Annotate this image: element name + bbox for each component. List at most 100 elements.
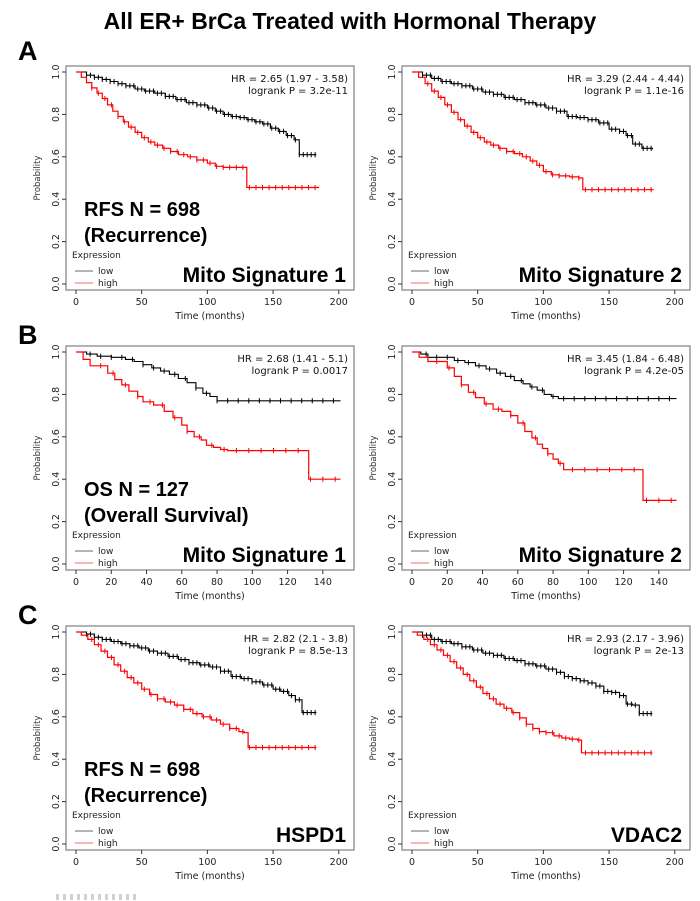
figure-title: All ER+ BrCa Treated with Hormonal Thera… — [103, 8, 597, 34]
x-tick-label: 0 — [409, 857, 415, 868]
y-tick-label: 0.6 — [387, 709, 398, 724]
y-tick-label: 0.4 — [387, 752, 398, 767]
legend-low-label: low — [98, 547, 113, 557]
low-censor-marks — [86, 72, 316, 158]
hr-label: HR = 2.82 (2.1 - 3.8) — [244, 634, 348, 645]
x-tick-label: 100 — [579, 577, 597, 588]
legend-low-label: low — [434, 547, 449, 557]
high-censor-marks — [427, 81, 652, 193]
legend-high-label: high — [434, 559, 454, 569]
x-tick-label: 100 — [534, 857, 552, 868]
legend: Expression low high — [408, 811, 457, 849]
y-tick-label: 1.0 — [51, 64, 62, 79]
overlay-annotation: (Recurrence) — [84, 225, 207, 247]
high-censor-marks — [91, 636, 316, 751]
high-survival-curve — [412, 71, 654, 191]
y-tick-label: 0.2 — [387, 234, 398, 249]
y-tick-label: 0.8 — [387, 667, 398, 682]
y-tick-label: 0.8 — [387, 387, 398, 402]
y-tick-label: 0.0 — [387, 836, 398, 851]
y-tick-label: 1.0 — [387, 624, 398, 639]
x-tick-label: 0 — [409, 577, 415, 588]
x-tick-label: 150 — [264, 297, 282, 308]
y-tick-label: 0.6 — [51, 429, 62, 444]
legend-title: Expression — [72, 811, 121, 821]
signature-label: HSPD1 — [276, 824, 346, 847]
x-axis-label: Time (months) — [510, 871, 580, 882]
x-tick-label: 200 — [330, 297, 348, 308]
x-tick-label: 50 — [472, 297, 484, 308]
y-tick-label: 0.2 — [51, 794, 62, 809]
y-tick-label: 0.8 — [51, 667, 62, 682]
section-label-a: A — [18, 36, 38, 66]
x-axis-label: Time (months) — [174, 311, 244, 322]
x-axis-label: Time (months) — [174, 871, 244, 882]
x-tick-label: 100 — [243, 577, 261, 588]
overlay-annotation: (Overall Survival) — [84, 505, 249, 527]
signature-label: Mito Signature 2 — [519, 264, 682, 287]
legend: Expression low high — [72, 531, 121, 569]
legend-low-label: low — [98, 267, 113, 277]
y-axis-label: Probability — [369, 156, 379, 201]
y-axis-label: Probability — [33, 436, 43, 481]
x-tick-label: 120 — [279, 577, 297, 588]
x-tick-label: 0 — [73, 857, 79, 868]
high-survival-curve — [76, 71, 319, 189]
logrank-label: logrank P = 4.2e-05 — [584, 366, 684, 377]
y-tick-label: 1.0 — [387, 344, 398, 359]
low-censor-marks — [425, 351, 670, 402]
y-tick-label: 0.2 — [51, 514, 62, 529]
overlay-annotation: RFS N = 698 — [84, 759, 200, 781]
x-tick-label: 80 — [547, 577, 559, 588]
y-tick-label: 0.0 — [51, 556, 62, 571]
y-tick-label: 0.0 — [51, 836, 62, 851]
hr-label: HR = 2.93 (2.17 - 3.96) — [567, 634, 684, 645]
x-tick-label: 40 — [140, 577, 152, 588]
plot-frame — [401, 65, 691, 291]
high-censor-marks — [91, 85, 316, 191]
x-tick-label: 100 — [198, 857, 216, 868]
x-tick-label: 20 — [105, 577, 117, 588]
km-panel-b-right: 1.0 0.8 0.6 0.4 0.2 0.0 0 20 40 60 80 100 120 140 Prob… — [369, 344, 691, 602]
panel-row-b: 1.0 0.8 0.6 0.4 0.2 0.0 0 20 40 60 80 100 120 140 Prob… — [28, 338, 696, 606]
x-tick-label: 0 — [73, 577, 79, 588]
overlay-annotation: OS N = 127 — [84, 479, 189, 501]
legend-low-label: low — [434, 827, 449, 837]
signature-label: Mito Signature 2 — [519, 544, 682, 567]
high-censor-marks — [436, 358, 672, 503]
x-tick-label: 60 — [512, 577, 524, 588]
hr-label: HR = 2.65 (1.97 - 3.58) — [231, 74, 348, 85]
km-panel-b-left: 1.0 0.8 0.6 0.4 0.2 0.0 0 20 40 60 80 100 120 140 Prob… — [33, 344, 355, 602]
legend: Expression low high — [408, 251, 457, 289]
x-axis-label: Time (months) — [510, 591, 580, 602]
plot-frame — [401, 345, 691, 571]
x-tick-label: 60 — [176, 577, 188, 588]
x-axis-label: Time (months) — [510, 311, 580, 322]
low-censor-marks — [86, 631, 316, 716]
y-axis-label: Probability — [369, 716, 379, 761]
legend-high-label: high — [98, 839, 118, 849]
x-tick-label: 0 — [73, 297, 79, 308]
logrank-label: logrank P = 0.0017 — [251, 366, 348, 377]
y-tick-label: 0.2 — [387, 514, 398, 529]
x-tick-label: 50 — [136, 857, 148, 868]
logrank-label: logrank P = 1.1e-16 — [584, 86, 684, 97]
hr-label: HR = 3.45 (1.84 - 6.48) — [567, 354, 684, 365]
panel-row-c: 1.0 0.8 0.6 0.4 0.2 0.0 0 50 100 150 200 Probabilit… — [28, 618, 696, 886]
y-tick-label: 0.6 — [387, 429, 398, 444]
low-censor-marks — [422, 632, 652, 717]
low-censor-marks — [89, 351, 334, 404]
low-censor-marks — [422, 72, 652, 151]
low-survival-curve — [412, 351, 677, 400]
y-tick-label: 0.8 — [51, 107, 62, 122]
section-label-c: C — [18, 600, 38, 630]
y-axis-label: Probability — [33, 156, 43, 201]
km-panel-a-right: 1.0 0.8 0.6 0.4 0.2 0.0 0 50 100 150 200 Probabilit… — [369, 64, 691, 322]
logrank-label: logrank P = 8.5e-13 — [248, 646, 348, 657]
plot-frame — [401, 625, 691, 851]
legend-high-label: high — [434, 279, 454, 289]
x-tick-label: 200 — [666, 297, 684, 308]
x-tick-label: 100 — [198, 297, 216, 308]
x-tick-label: 100 — [534, 297, 552, 308]
